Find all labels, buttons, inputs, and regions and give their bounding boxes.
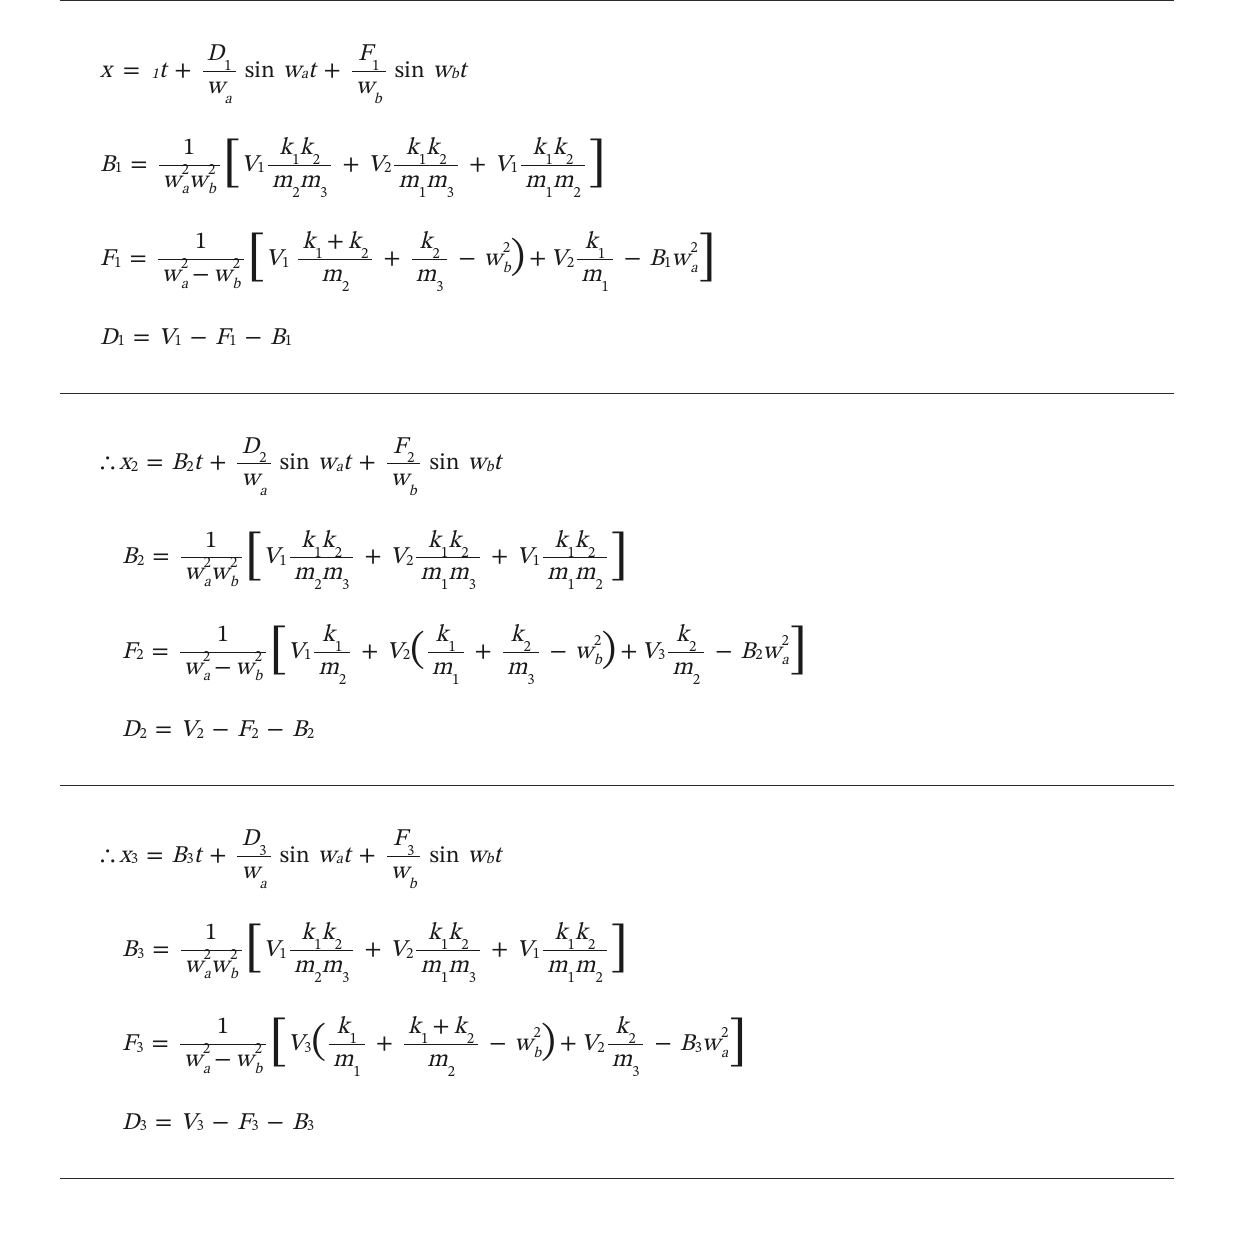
eq-x2: ∴ x2 = B2t + D2wa sin wat + F2wb sin wbt bbox=[100, 434, 1134, 494]
frac-D1-wa: D1 wa bbox=[203, 41, 236, 101]
frac-1-wa2-wb2: 1 w2a−w2b bbox=[158, 229, 244, 289]
eq-F2: F2 = 1 w2a−w2b [ V1 k1m2 + V2 ( k1m1 + k… bbox=[100, 622, 1134, 682]
eq-B2: B2 = 1 w2aw2b [ V1 k1k2m2m3 + V2 k1k2m1m… bbox=[100, 528, 1134, 588]
eq-x1: x = 1t + D1 wa sin wat + F1 wb sin bbox=[100, 41, 1134, 101]
rule-bottom bbox=[60, 1178, 1174, 1179]
equations-page: x = 1t + D1 wa sin wat + F1 wb sin bbox=[0, 0, 1234, 1259]
eq-F1: F1 = 1 w2a−w2b [ V1 k1+k2m2 + k2m3 − w2b… bbox=[100, 229, 1134, 289]
frac-F1-wb: F1 wb bbox=[352, 41, 386, 101]
eq-F3: F3 = 1 w2a−w2b [ V3 ( k1m1 + k1+k2m2 − w… bbox=[100, 1014, 1134, 1074]
equation-group-1: x = 1t + D1 wa sin wat + F1 wb sin bbox=[60, 1, 1174, 393]
eq-D3: D3 = V3 − F3 − B3 bbox=[100, 1109, 1134, 1138]
equation-group-2: ∴ x2 = B2t + D2wa sin wat + F2wb sin wbt… bbox=[60, 394, 1174, 786]
eq-D1: D1 = V1 − F1 − B1 bbox=[100, 324, 1134, 353]
eq-B1: B1 = 1 w2aw2b [ V1 k1k2m2m3 + V2 k1k2m1m… bbox=[100, 135, 1134, 195]
eq-D2: D2 = V2 − F2 − B2 bbox=[100, 716, 1134, 745]
equation-group-3: ∴ x3 = B3t + D3wa sin wat + F3wb sin wbt… bbox=[60, 786, 1174, 1178]
frac-1-wa2wb2: 1 w2aw2b bbox=[159, 135, 220, 195]
eq-x3: ∴ x3 = B3t + D3wa sin wat + F3wb sin wbt bbox=[100, 826, 1134, 886]
eq-B3: B3 = 1 w2aw2b [ V1 k1k2m2m3 + V2 k1k2m1m… bbox=[100, 920, 1134, 980]
